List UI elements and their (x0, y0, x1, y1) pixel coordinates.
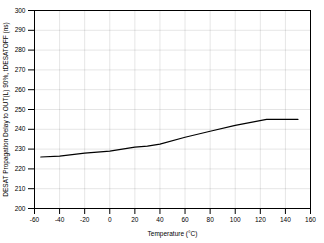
svg-text:210: 210 (15, 185, 26, 192)
svg-text:20: 20 (131, 216, 139, 223)
svg-text:120: 120 (255, 216, 266, 223)
svg-text:-20: -20 (80, 216, 90, 223)
svg-text:60: 60 (181, 216, 189, 223)
svg-text:100: 100 (230, 216, 241, 223)
svg-text:Temperature (°C): Temperature (°C) (148, 230, 198, 238)
svg-text:140: 140 (280, 216, 291, 223)
svg-text:220: 220 (15, 165, 26, 172)
svg-text:200: 200 (15, 205, 26, 212)
svg-text:40: 40 (156, 216, 164, 223)
svg-text:160: 160 (305, 216, 316, 223)
svg-text:300: 300 (15, 7, 26, 14)
svg-text:-60: -60 (30, 216, 40, 223)
svg-text:-40: -40 (55, 216, 65, 223)
svg-text:DESAT Propagation Delay to OUT: DESAT Propagation Delay to OUT(L) 90%, t… (2, 22, 10, 196)
svg-text:260: 260 (15, 86, 26, 93)
svg-text:250: 250 (15, 106, 26, 113)
svg-text:80: 80 (207, 216, 215, 223)
svg-text:230: 230 (15, 145, 26, 152)
svg-text:0: 0 (108, 216, 112, 223)
svg-text:240: 240 (15, 125, 26, 132)
svg-text:270: 270 (15, 66, 26, 73)
svg-text:290: 290 (15, 26, 26, 33)
svg-text:280: 280 (15, 46, 26, 53)
